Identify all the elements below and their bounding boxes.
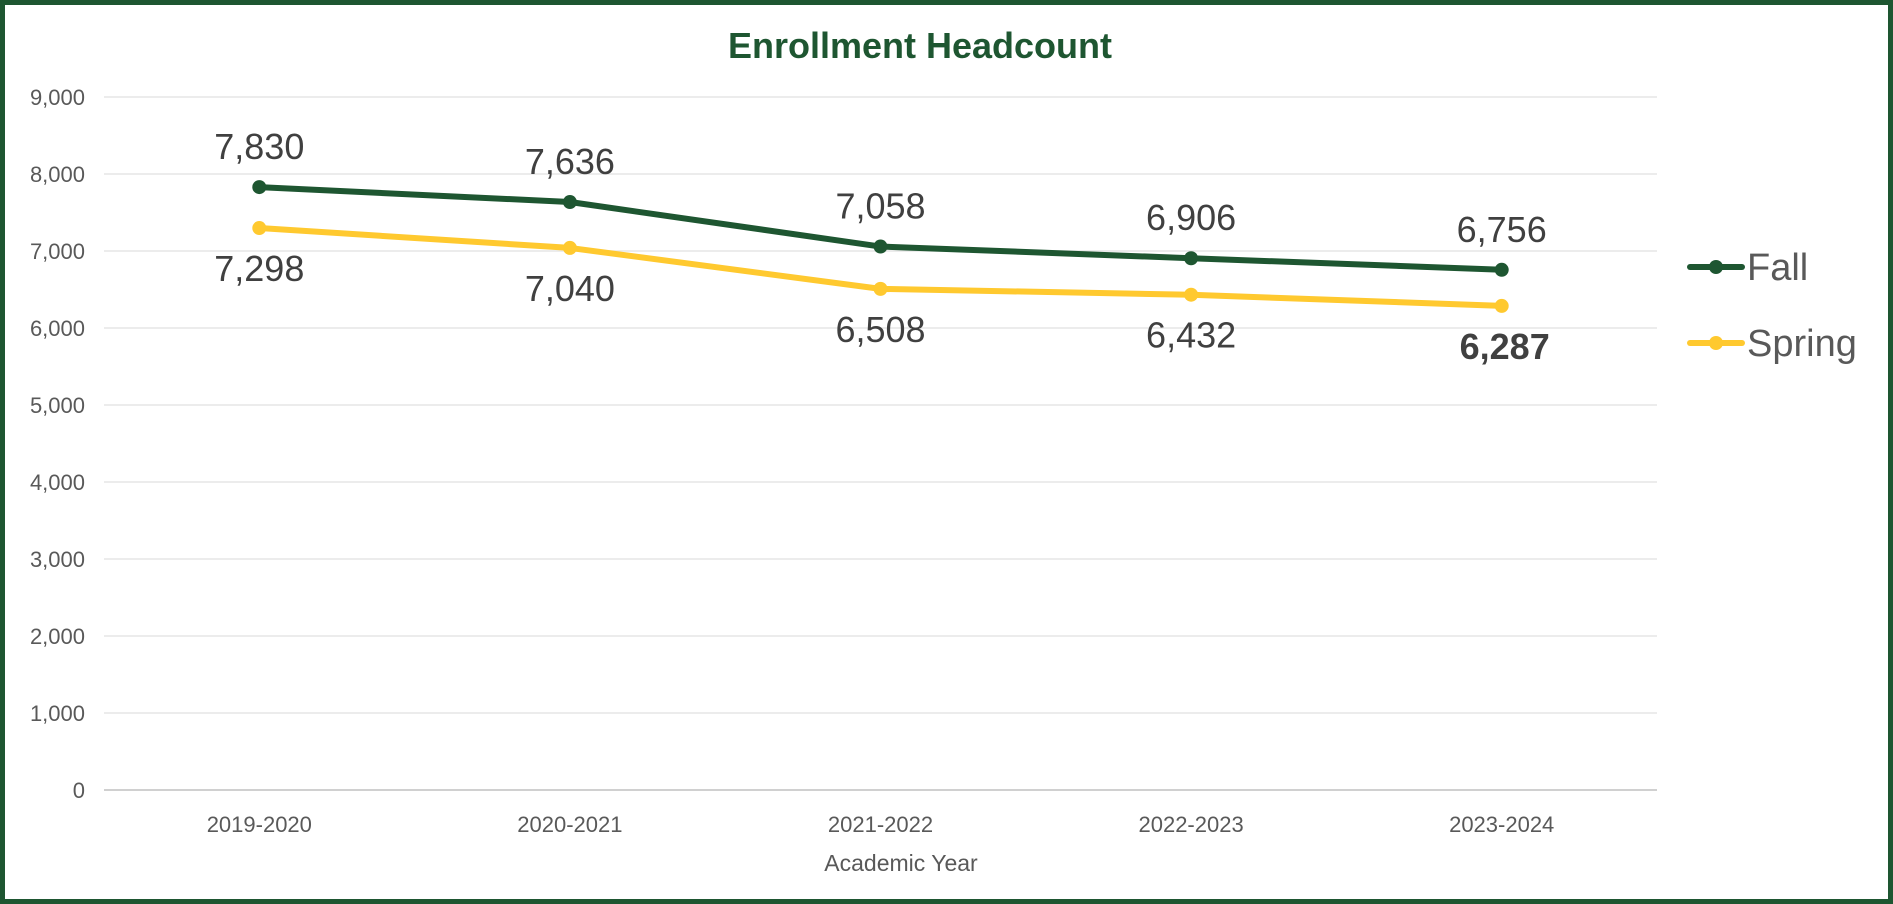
data-label-fall: 7,636	[525, 141, 615, 182]
data-label-spring: 6,508	[835, 309, 925, 350]
legend[interactable]: Fall Spring	[1687, 247, 1857, 365]
gridlines	[104, 96, 1657, 791]
data-label-fall: 7,830	[214, 126, 304, 167]
data-point-fall[interactable]	[873, 239, 888, 254]
data-point-spring[interactable]	[1184, 287, 1199, 302]
x-tick-label: 2020-2021	[517, 812, 622, 837]
y-tick-label: 3,000	[30, 547, 85, 572]
series-lines	[252, 180, 1509, 313]
y-axis-ticks: 0 1,000 2,000 3,000 4,000 5,000 6,000 7,000 8,00…	[30, 85, 85, 803]
data-point-spring[interactable]	[252, 221, 267, 236]
x-axis-title: Academic Year	[824, 850, 978, 876]
y-tick-label: 1,000	[30, 701, 85, 726]
y-tick-label: 7,000	[30, 239, 85, 264]
legend-marker	[1709, 336, 1723, 350]
y-tick-label: 6,000	[30, 316, 85, 341]
y-tick-label: 0	[73, 778, 85, 803]
data-label-spring: 6,287	[1460, 326, 1550, 367]
data-point-fall[interactable]	[562, 195, 577, 210]
legend-label: Spring	[1747, 323, 1857, 365]
data-label-fall: 7,058	[835, 186, 925, 227]
legend-item-fall[interactable]: Fall	[1687, 247, 1808, 289]
data-label-spring: 7,040	[525, 268, 615, 309]
data-point-spring[interactable]	[562, 240, 577, 255]
legend-item-spring[interactable]: Spring	[1687, 323, 1857, 365]
data-label-spring: 6,432	[1146, 315, 1236, 356]
x-tick-label: 2019-2020	[207, 812, 312, 837]
data-point-fall[interactable]	[1494, 262, 1509, 277]
x-axis-ticks: 2019-2020 2020-2021 2021-2022 2022-2023 2023…	[207, 812, 1555, 837]
data-point-fall[interactable]	[252, 180, 267, 195]
legend-marker	[1709, 260, 1723, 274]
data-label-fall: 6,756	[1457, 209, 1547, 250]
x-tick-label: 2023-2024	[1449, 812, 1554, 837]
y-tick-label: 8,000	[30, 162, 85, 187]
x-tick-label: 2021-2022	[828, 812, 933, 837]
legend-label: Fall	[1747, 247, 1808, 289]
data-labels: 7,830 7,636 7,058 6,906 6,756 7,298 7,040 6,508…	[214, 126, 1549, 367]
data-point-spring[interactable]	[1494, 298, 1509, 313]
data-label-fall: 6,906	[1146, 197, 1236, 238]
x-tick-label: 2022-2023	[1138, 812, 1243, 837]
y-tick-label: 4,000	[30, 470, 85, 495]
data-label-spring: 7,298	[214, 248, 304, 289]
y-tick-label: 5,000	[30, 393, 85, 418]
y-tick-label: 2,000	[30, 624, 85, 649]
chart-title: Enrollment Headcount	[728, 25, 1112, 66]
y-tick-label: 9,000	[30, 85, 85, 110]
data-point-fall[interactable]	[1184, 251, 1199, 266]
data-point-spring[interactable]	[873, 281, 888, 296]
line-chart: Enrollment Headcount 0 1,000 2,000 3,000 4,0…	[30, 25, 1857, 876]
